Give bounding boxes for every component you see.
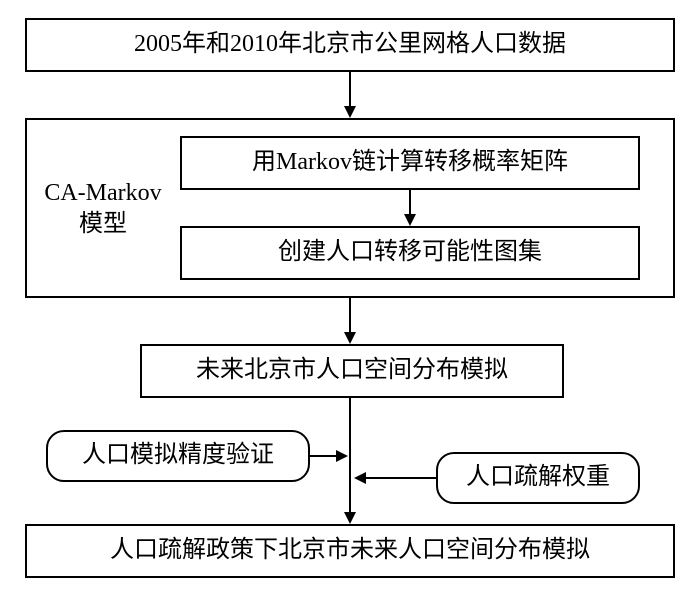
arrows-svg xyxy=(0,0,700,598)
flowchart-canvas: 2005年和2010年北京市公里网格人口数据 CA-Markov 模型 用Mar… xyxy=(0,0,700,598)
